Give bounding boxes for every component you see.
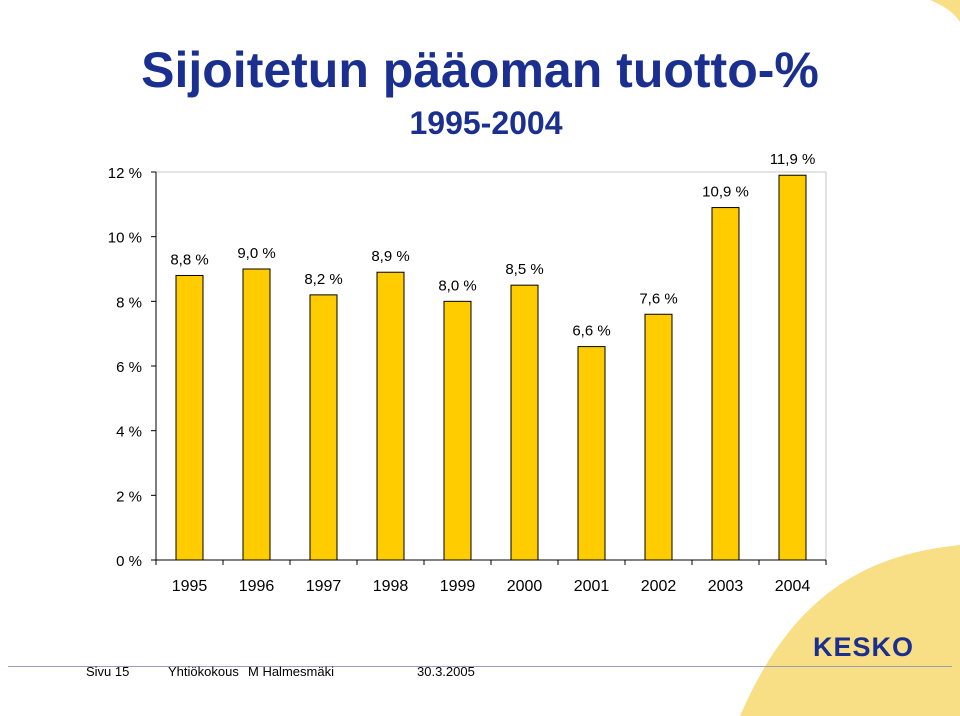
bar [778, 174, 807, 561]
kesko-logo: KESKO [813, 632, 915, 662]
y-tick-label: 4 % [116, 424, 142, 441]
bar [644, 313, 673, 561]
x-tick-label: 1996 [239, 578, 275, 595]
footer-event: Yhtiökokous [168, 664, 239, 679]
data-label: 8,2 % [304, 271, 342, 288]
x-tick-label: 1999 [440, 578, 476, 595]
footer-divider [8, 666, 952, 667]
x-tick-label: 1995 [172, 578, 208, 595]
data-label: 10,9 % [702, 184, 749, 201]
x-tick-label: 2004 [775, 578, 811, 595]
bar [510, 284, 539, 561]
x-tick-label: 2001 [574, 578, 610, 595]
bar [309, 294, 338, 561]
y-tick-label: 0 % [116, 553, 142, 570]
data-label: 8,5 % [505, 261, 543, 278]
page-title: Sijoitetun pääoman tuotto-% [141, 42, 819, 98]
bar [577, 346, 606, 561]
bar [376, 271, 405, 561]
footer-date: 30.3.2005 [417, 664, 475, 679]
footer-author: M Halmesmäki [248, 664, 334, 679]
page-subtitle: 1995-2004 [409, 105, 563, 141]
plot-area: 0 % 2 % 4 % 6 % 8 % 10 % 12 % 1995 8,8 % 1996 9,0 … [108, 151, 827, 595]
x-tick-label: 2000 [507, 578, 543, 595]
footer-page: Sivu 15 [86, 664, 130, 679]
x-tick-label: 1998 [373, 578, 409, 595]
data-label: 9,0 % [237, 245, 275, 262]
bar [711, 207, 740, 561]
data-label: 6,6 % [572, 323, 610, 340]
y-tick-label: 2 % [116, 488, 142, 505]
data-label: 8,9 % [371, 248, 409, 265]
data-label: 8,0 % [438, 277, 476, 294]
y-tick-label: 8 % [116, 294, 142, 311]
y-tick-label: 12 % [108, 165, 142, 182]
x-tick-label: 1997 [306, 578, 342, 595]
data-label: 8,8 % [170, 251, 208, 268]
x-tick-label: 2002 [641, 578, 677, 595]
y-tick-label: 6 % [116, 359, 142, 376]
y-tick-label: 10 % [108, 230, 142, 247]
bar [175, 274, 204, 561]
bar [242, 268, 271, 561]
data-label: 7,6 % [639, 290, 677, 307]
bar [443, 300, 472, 561]
data-label: 11,9 % [770, 151, 816, 168]
x-tick-label: 2003 [708, 578, 744, 595]
